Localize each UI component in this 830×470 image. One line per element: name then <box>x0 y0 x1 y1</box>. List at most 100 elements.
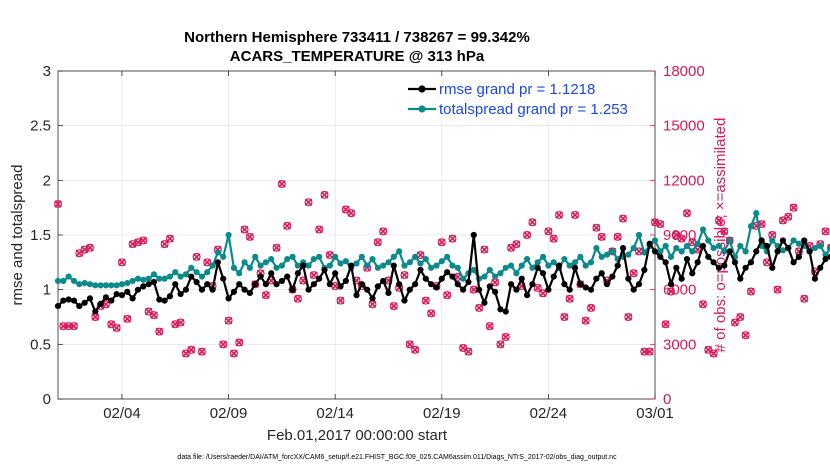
rmse-point <box>70 297 78 304</box>
rmse-point <box>337 283 344 290</box>
rmse-point <box>555 262 563 269</box>
obs-marker <box>304 198 313 207</box>
obs-possible-marker <box>240 225 249 234</box>
obs-marker <box>235 338 244 347</box>
obs-marker <box>400 271 409 280</box>
totalspread-point <box>113 282 120 289</box>
rmse-point <box>166 293 174 300</box>
obs-assimilated-marker <box>278 180 286 188</box>
totalspread-point <box>481 273 488 280</box>
rmse-point <box>54 302 62 310</box>
obs-possible-marker <box>698 300 707 309</box>
rmse-point <box>385 289 392 297</box>
rmse-point <box>257 273 264 280</box>
totalspread-point <box>284 255 291 263</box>
x-axis: 02/04 02/09 02/14 02/19 02/24 03/01 <box>103 71 674 422</box>
rmse-point <box>390 262 397 269</box>
obs-possible-marker <box>309 271 318 280</box>
obs-possible-marker <box>53 200 62 209</box>
totalspread-point <box>598 253 605 260</box>
totalspread-point <box>635 231 643 239</box>
totalspread-point <box>129 277 136 285</box>
totalspread-point <box>721 248 728 255</box>
obs-possible-marker <box>512 240 521 249</box>
rmse-point <box>433 284 440 291</box>
obs-possible-marker <box>448 234 457 243</box>
obs-marker <box>475 303 484 312</box>
obs-possible-marker <box>443 291 452 300</box>
totalspread-point <box>678 248 685 255</box>
rmse-point <box>817 264 824 271</box>
obs-possible-marker <box>640 347 649 356</box>
obs-possible-marker <box>592 223 601 232</box>
totalspread-point <box>641 249 648 256</box>
obs-assimilated-marker <box>709 349 718 358</box>
rmse-point <box>801 237 808 244</box>
obs-marker <box>112 323 121 332</box>
rmse-point <box>694 259 701 266</box>
y-tick-label: 2 <box>43 172 51 189</box>
obs-assimilated-marker <box>629 269 638 278</box>
obs-possible-marker <box>533 283 542 292</box>
rmse-point <box>593 275 600 282</box>
obs-assimilated-marker <box>501 333 510 341</box>
totalspread-point <box>460 275 467 282</box>
obs-assimilated-marker <box>470 285 478 294</box>
rmse-point <box>811 275 819 282</box>
obs-possible-marker <box>736 313 745 322</box>
rmse-point <box>731 259 739 266</box>
obs-marker <box>123 314 132 323</box>
totalspread-point <box>182 271 190 278</box>
rmse-point <box>651 248 659 255</box>
obs-marker <box>528 218 537 227</box>
totalspread-point <box>278 262 285 269</box>
obs-marker <box>336 296 345 305</box>
obs-possible-marker <box>229 349 238 358</box>
rmse-point <box>316 275 323 282</box>
totalspread-point <box>236 270 243 277</box>
obs-possible-marker <box>69 322 78 331</box>
obs-possible-marker <box>437 238 446 247</box>
obs-possible-marker <box>714 216 723 225</box>
obs-assimilated-marker <box>683 209 691 217</box>
obs-marker <box>581 316 590 325</box>
obs-assimilated-marker <box>70 322 78 330</box>
observation-count-markers <box>53 179 830 358</box>
rmse-point <box>465 278 472 286</box>
obs-assimilated-marker <box>731 318 739 327</box>
y2-axis-label: # of obs: o=possible; ×=assimilated <box>712 118 729 353</box>
y-tick-label: 1.5 <box>30 227 51 244</box>
obs-assimilated-marker <box>139 236 148 245</box>
obs-assimilated-marker <box>230 349 238 358</box>
obs-assimilated-marker <box>112 324 121 332</box>
obs-marker <box>736 313 745 322</box>
rmse-point <box>204 281 211 288</box>
totalspread-point <box>332 253 339 260</box>
obs-marker <box>437 238 446 247</box>
obs-possible-marker <box>155 327 164 336</box>
rmse-point <box>683 255 691 263</box>
totalspread-point <box>539 253 547 260</box>
obs-marker <box>789 203 798 212</box>
obs-marker <box>315 225 324 234</box>
rmse-point <box>92 308 99 315</box>
totalspread-point <box>118 281 126 288</box>
obs-marker <box>69 322 78 331</box>
chart-subtitle: ACARS_TEMPERATURE @ 313 hPa <box>230 48 485 65</box>
rmse-point <box>230 288 237 295</box>
obs-marker <box>773 285 782 294</box>
obs-marker <box>682 209 691 218</box>
obs-marker <box>523 231 532 240</box>
obs-marker <box>165 234 174 243</box>
obs-possible-marker <box>677 234 686 243</box>
totalspread-point <box>571 259 579 266</box>
totalspread-point <box>683 242 691 250</box>
obs-possible-marker <box>160 240 169 249</box>
totalspread-point <box>166 273 174 280</box>
totalspread-point <box>795 240 803 247</box>
obs-marker <box>219 340 228 349</box>
obs-marker <box>117 258 126 267</box>
obs-marker <box>741 331 750 340</box>
totalspread-point <box>582 262 589 269</box>
rmse-point <box>460 286 467 293</box>
